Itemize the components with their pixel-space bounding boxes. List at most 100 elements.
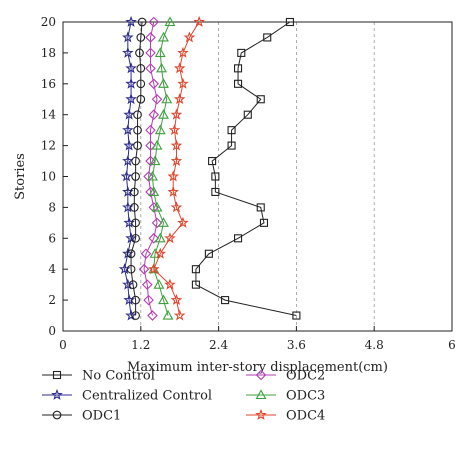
data-point [170, 108, 183, 120]
x-tick-label: 4.8 [365, 338, 384, 352]
data-point [148, 263, 160, 274]
data-point [193, 15, 205, 27]
legend-item: ODC1 [42, 409, 121, 424]
data-point [173, 62, 186, 74]
data-point [211, 187, 220, 196]
legend-item: ODC2 [246, 369, 325, 384]
data-point [263, 33, 272, 42]
data-point [122, 278, 134, 290]
data-point [123, 108, 135, 120]
legend-item: ODC3 [246, 389, 325, 404]
data-point [131, 218, 140, 228]
y-tick-label: 16 [41, 77, 56, 91]
data-point [170, 294, 183, 306]
data-point [148, 78, 160, 90]
data-point [148, 186, 160, 196]
data-point [164, 16, 176, 27]
data-point [237, 48, 246, 57]
data-point [170, 139, 183, 151]
data-point [221, 296, 230, 305]
data-point [125, 62, 137, 74]
data-point [131, 311, 140, 320]
data-point [154, 247, 167, 259]
series-3 [138, 16, 163, 321]
legend-marker [52, 370, 62, 380]
data-point [256, 203, 265, 212]
data-point [292, 311, 301, 320]
data-point [183, 31, 196, 43]
data-point [123, 139, 135, 151]
data-point [173, 309, 186, 321]
data-point [154, 124, 166, 135]
legend-marker [255, 389, 267, 400]
y-tick-label: 14 [41, 108, 57, 122]
axis-ticks: 0 1.2 2.4 3.6 4.8 6 0 2 4 6 8 10 12 14 16 18 20 [41, 15, 456, 352]
data-point [234, 64, 243, 73]
data-point [167, 170, 179, 182]
data-point [259, 218, 269, 227]
y-tick-label: 20 [41, 15, 56, 29]
data-point [154, 232, 166, 243]
data-point [158, 109, 169, 119]
data-point [168, 124, 181, 136]
data-point [143, 294, 154, 306]
data-point [131, 172, 140, 181]
data-point [125, 309, 137, 321]
data-point [126, 264, 136, 274]
data-point [125, 232, 137, 244]
data-point [140, 248, 152, 260]
legend-label: ODC3 [286, 389, 325, 404]
data-point [158, 294, 169, 305]
data-point [138, 263, 150, 275]
data-point [131, 156, 140, 166]
data-point [177, 46, 189, 58]
data-point [147, 263, 160, 275]
data-point [170, 201, 183, 213]
data-point [177, 77, 189, 89]
series-layer [118, 15, 301, 321]
data-point [133, 125, 142, 135]
data-point [122, 124, 134, 136]
data-point [154, 47, 166, 57]
x-axis-title: Maximum inter-story displacement(cm) [127, 360, 388, 375]
data-point [158, 217, 169, 227]
data-point [149, 155, 161, 166]
data-point [204, 249, 213, 258]
data-point [120, 170, 133, 182]
legend-label: ODC2 [286, 369, 325, 384]
data-point [133, 141, 142, 150]
data-point [164, 232, 176, 244]
data-point [191, 265, 200, 274]
data-point [143, 171, 154, 182]
series-4 [147, 16, 176, 320]
series-line [143, 21, 158, 316]
data-point [234, 79, 243, 88]
data-point [145, 47, 156, 59]
legend-label: No Control [82, 369, 155, 384]
data-point [148, 16, 160, 28]
series-0 [191, 17, 301, 320]
data-point [129, 187, 139, 197]
data-point [129, 203, 139, 212]
data-point [153, 279, 165, 289]
data-point [243, 110, 252, 119]
data-point [151, 93, 163, 105]
data-point [145, 63, 156, 74]
legend-label: ODC4 [286, 409, 325, 424]
data-point [136, 63, 146, 73]
plot-frame [62, 21, 453, 332]
legend-marker [255, 408, 267, 420]
data-point [122, 46, 134, 58]
series-line [195, 21, 297, 317]
x-tick-label: 6 [448, 338, 456, 352]
data-point [151, 201, 163, 212]
legend-item: No Control [42, 369, 155, 384]
data-point [137, 17, 147, 27]
data-point [145, 124, 156, 136]
y-tick-label: 6 [48, 231, 56, 245]
data-point [125, 77, 137, 89]
data-point [170, 154, 183, 166]
data-point [148, 233, 160, 244]
data-point [136, 33, 146, 42]
